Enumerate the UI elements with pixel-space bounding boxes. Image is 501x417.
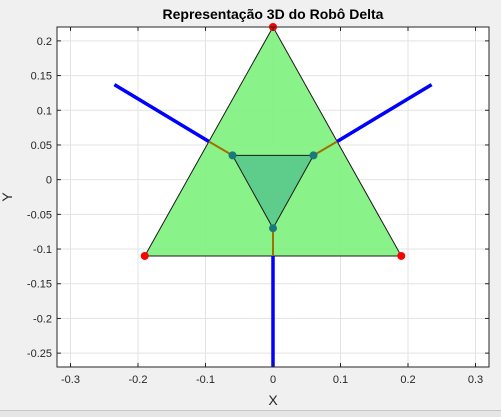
- effector-triangle: [231, 154, 315, 230]
- data-layer: [113, 23, 433, 367]
- tick-layer: -0.3 -0.2 -0.1 0 0.1 0.2 0.3 -0.25 -0.2 -0.15 -0.1…: [27, 27, 489, 386]
- parallel-link-line: [312, 140, 338, 157]
- y-tick-label: -0.2: [33, 313, 52, 325]
- effector-joint-point: [269, 224, 277, 233]
- y-tick-label: 0.1: [37, 105, 52, 117]
- x-axis-label: X: [268, 392, 278, 408]
- effector-joint-point: [309, 151, 318, 160]
- y-tick-label: -0.1: [33, 244, 52, 256]
- y-tick-label: 0.2: [37, 36, 52, 48]
- y-tick-label: 0.05: [31, 140, 52, 152]
- base-vertex-point: [140, 251, 149, 260]
- robot-arm-line: [113, 83, 210, 143]
- y-tick-label: -0.05: [27, 209, 52, 221]
- base-vertex-point: [397, 251, 406, 260]
- effector-joint-point: [228, 151, 237, 160]
- x-tick-label: 0.3: [468, 374, 483, 386]
- x-tick-label: 0: [270, 374, 276, 386]
- x-tick-label: 0.2: [400, 374, 415, 386]
- y-tick-label: -0.25: [27, 348, 52, 360]
- chart-title: Representação 3D do Robô Delta: [163, 6, 384, 22]
- robot-arm-line: [336, 83, 433, 143]
- parallel-link-line: [208, 140, 234, 157]
- x-tick-label: 0.1: [333, 374, 348, 386]
- y-tick-label: 0: [46, 175, 52, 187]
- y-tick-label: -0.15: [27, 279, 52, 291]
- y-axis-label: Y: [0, 192, 15, 202]
- x-tick-label: -0.1: [196, 374, 215, 386]
- x-tick-label: -0.3: [61, 374, 80, 386]
- x-tick-label: -0.2: [129, 374, 148, 386]
- y-tick-label: 0.15: [31, 71, 52, 83]
- window-bottom-edge: [0, 410, 501, 417]
